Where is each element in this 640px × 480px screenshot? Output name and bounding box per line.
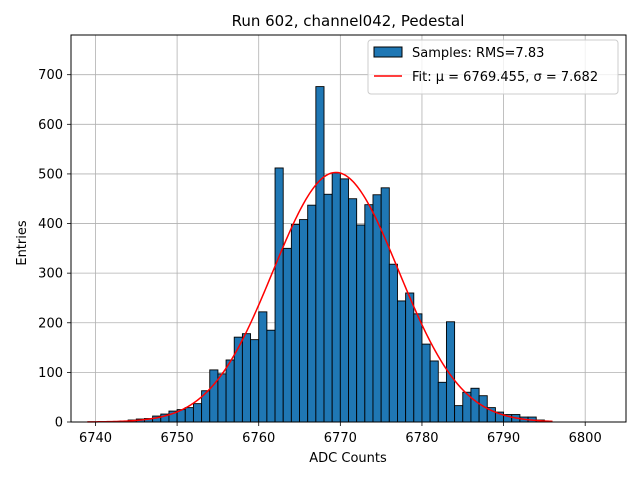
x-tick-label-5: 6790 xyxy=(487,431,520,446)
histogram-bar xyxy=(339,178,349,423)
x-axis-ticks: 6740 6750 6760 6770 6780 6790 6800 xyxy=(79,422,602,446)
grid-lines xyxy=(71,35,626,423)
legend-samples-label: Samples: RMS=7.83 xyxy=(412,46,544,61)
y-tick-label-7: 700 xyxy=(38,68,63,83)
histogram-bar xyxy=(258,311,268,423)
histogram-bar xyxy=(372,194,382,423)
histogram-bar xyxy=(241,333,252,423)
histogram-bar xyxy=(323,193,333,423)
x-axis-label: ADC Counts xyxy=(309,451,387,466)
chart-title: Run 602, channel042, Pedestal xyxy=(232,12,465,30)
y-tick-label-6: 600 xyxy=(38,118,63,133)
y-tick-label-3: 300 xyxy=(38,267,63,282)
histogram-bar xyxy=(209,369,219,423)
histogram-bar xyxy=(421,343,431,423)
legend-fit-label: Fit: μ = 6769.455, σ = 7.682 xyxy=(412,70,598,85)
histogram-bar xyxy=(233,336,243,423)
histogram-bar xyxy=(356,224,366,423)
histogram-bar xyxy=(364,204,374,423)
histogram-bar xyxy=(315,86,325,423)
legend-samples-swatch xyxy=(373,46,403,58)
histogram-bar xyxy=(225,359,235,423)
histogram-bar xyxy=(388,263,398,423)
histogram-bar xyxy=(454,405,464,423)
histogram-bar xyxy=(184,407,194,423)
histogram-bar xyxy=(437,381,447,423)
histogram-bar xyxy=(380,187,390,423)
histogram-bar xyxy=(405,292,415,423)
histogram-bar xyxy=(192,403,203,423)
x-tick-label-2: 6760 xyxy=(242,431,275,446)
histogram-bar xyxy=(250,339,260,423)
y-tick-label-5: 500 xyxy=(38,167,63,182)
histogram-bar xyxy=(274,167,284,423)
histogram-bar xyxy=(282,247,292,423)
x-tick-label-1: 6750 xyxy=(161,431,194,446)
histogram-bar xyxy=(307,204,317,423)
histogram-bars xyxy=(111,86,545,423)
histogram-bar xyxy=(470,387,480,423)
fit-curve xyxy=(87,171,553,423)
y-tick-label-1: 100 xyxy=(38,366,63,381)
legend-box xyxy=(367,39,619,95)
histogram-bar xyxy=(413,313,423,423)
x-tick-label-4: 6780 xyxy=(405,431,438,446)
histogram-bar xyxy=(478,395,488,423)
histogram-bar xyxy=(266,329,276,423)
x-tick-label-3: 6770 xyxy=(324,431,357,446)
x-tick-label-0: 6740 xyxy=(79,431,112,446)
y-tick-label-4: 400 xyxy=(38,217,63,232)
y-axis-ticks: 0 100 200 300 400 500 600 700 xyxy=(38,68,71,431)
y-axis-label: Entries xyxy=(15,220,30,266)
histogram-bar xyxy=(429,360,439,423)
histogram-bar xyxy=(290,224,300,423)
plot-frame xyxy=(70,34,627,423)
legend: Samples: RMS=7.83 Fit: μ = 6769.455, σ =… xyxy=(367,39,619,95)
histogram-bar xyxy=(299,219,309,423)
y-tick-label-2: 200 xyxy=(38,316,63,331)
x-tick-label-6: 6800 xyxy=(569,431,602,446)
histogram-bar xyxy=(217,373,227,423)
histogram-bar xyxy=(331,172,341,423)
y-tick-label-0: 0 xyxy=(55,416,63,431)
histogram-bar xyxy=(348,198,358,423)
histogram-bar xyxy=(397,300,407,423)
